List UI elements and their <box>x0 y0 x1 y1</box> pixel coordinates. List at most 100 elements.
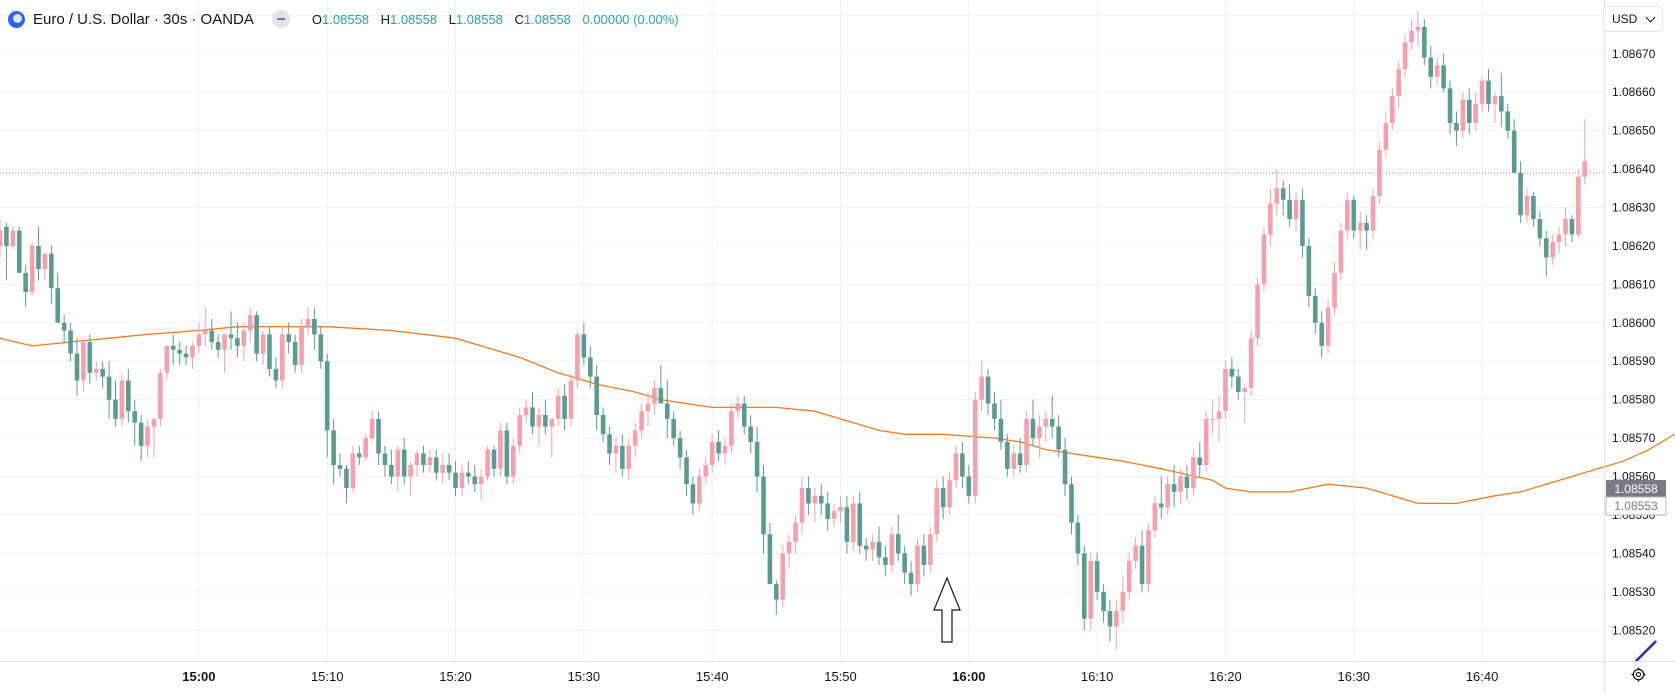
candle-body <box>1274 188 1280 204</box>
candle-body <box>677 438 683 458</box>
candle-body <box>504 430 510 477</box>
candle-body <box>703 465 709 477</box>
price-tick-label: 1.08650 <box>1612 124 1656 138</box>
candle-body <box>1094 561 1100 592</box>
trend-line-drawings[interactable] <box>1634 38 1675 663</box>
candle-body <box>921 545 927 565</box>
price-tick-label: 1.08570 <box>1612 431 1656 445</box>
candle-body <box>1216 411 1222 419</box>
candle-body <box>337 465 343 469</box>
candle-body <box>1037 426 1042 439</box>
candle-body <box>401 449 407 477</box>
candle-body <box>664 403 670 419</box>
candle-body <box>1434 65 1440 77</box>
candle-body <box>485 449 490 477</box>
time-tick-label: 16:30 <box>1338 669 1371 684</box>
candle-body <box>151 418 157 427</box>
candle-body <box>575 334 580 381</box>
candle-body <box>87 342 93 373</box>
candle-body <box>1197 457 1203 466</box>
symbol-title[interactable]: Euro / U.S. Dollar · 30s · OANDA <box>33 10 254 28</box>
candle-body <box>1235 376 1241 392</box>
candle-body <box>915 545 920 585</box>
last-price-label: 1.08558 1.08553 <box>1605 480 1667 516</box>
candle-body <box>324 361 330 431</box>
candle-body <box>241 330 247 346</box>
candle-body <box>1332 272 1337 308</box>
time-axis[interactable]: 15:00 15:10 15:20 15:30 15:40 15:50 16:00 16:10… <box>182 669 1498 684</box>
candle-body <box>1287 199 1292 220</box>
candle-body <box>735 403 741 412</box>
time-tick-label: 16:20 <box>1209 669 1242 684</box>
candle-body <box>1056 426 1061 450</box>
candle-body <box>1114 611 1119 627</box>
candle-body <box>68 330 73 354</box>
candle-body <box>960 453 965 477</box>
candle-body <box>126 380 131 412</box>
candle-body <box>1158 503 1164 508</box>
symbol-header[interactable]: Euro / U.S. Dollar · 30s · OANDA O1.0855… <box>8 8 687 30</box>
candle-body <box>414 453 420 466</box>
candle-body <box>1312 295 1318 323</box>
candle-body <box>1473 103 1478 123</box>
candle-body <box>491 449 497 469</box>
candle-body <box>228 334 234 339</box>
candle-body <box>530 407 535 427</box>
candle-body <box>0 230 3 246</box>
candle-body <box>215 342 221 350</box>
candle-body <box>1345 199 1350 231</box>
candle-body <box>1543 238 1549 258</box>
candle-body <box>350 453 356 489</box>
candle-body <box>587 357 593 377</box>
candle-body <box>183 353 189 358</box>
candle-body <box>1582 161 1588 177</box>
candle-body <box>1133 545 1138 562</box>
time-tick-label: 15:10 <box>311 669 344 684</box>
candle-body <box>652 388 657 404</box>
candle-body <box>972 399 978 496</box>
price-tick-label: 1.08580 <box>1612 393 1656 407</box>
time-tick-label: 15:40 <box>696 669 729 684</box>
candle-body <box>562 395 567 419</box>
candle-body <box>851 503 856 542</box>
candle-body <box>1556 234 1562 243</box>
candle-body <box>1069 484 1074 523</box>
candle-body <box>536 415 542 427</box>
candle-body <box>440 465 446 473</box>
collapse-icon[interactable] <box>271 10 290 28</box>
gear-icon[interactable] <box>1631 667 1646 682</box>
candle-body <box>1415 26 1421 31</box>
candle-body <box>889 534 895 565</box>
candle-body <box>267 334 272 369</box>
candle-body <box>632 430 638 446</box>
change-value: 0.00000 (0.00%) <box>582 11 679 27</box>
candle-body <box>568 380 574 419</box>
high-label: H <box>380 11 391 27</box>
candle-body <box>305 318 311 327</box>
candle-body <box>1261 234 1267 285</box>
candle-body <box>1537 219 1543 239</box>
candle-body <box>1511 130 1517 173</box>
arrow-up-drawing[interactable] <box>933 576 961 643</box>
candle-body <box>1479 80 1485 104</box>
candle-body <box>331 430 336 466</box>
candle-body <box>838 507 843 512</box>
candle-body <box>10 230 16 246</box>
candle-body <box>1364 222 1369 231</box>
candle-body <box>100 368 105 377</box>
currency-select[interactable]: USD <box>1603 6 1663 32</box>
low-label: L <box>448 11 456 27</box>
trend-line[interactable] <box>1634 640 1657 663</box>
price-axis[interactable]: 1.085201.085301.085401.085501.085601.085… <box>1612 8 1656 637</box>
candle-body <box>1017 453 1023 466</box>
candle-body <box>722 445 728 454</box>
candle-body <box>658 388 664 404</box>
candle-body <box>369 418 375 439</box>
candle-body <box>138 422 144 446</box>
candle-body <box>523 407 529 416</box>
candle-body <box>1268 203 1273 235</box>
candle-body <box>1043 418 1049 427</box>
candle-body <box>1531 195 1536 220</box>
candle-body <box>36 245 41 270</box>
